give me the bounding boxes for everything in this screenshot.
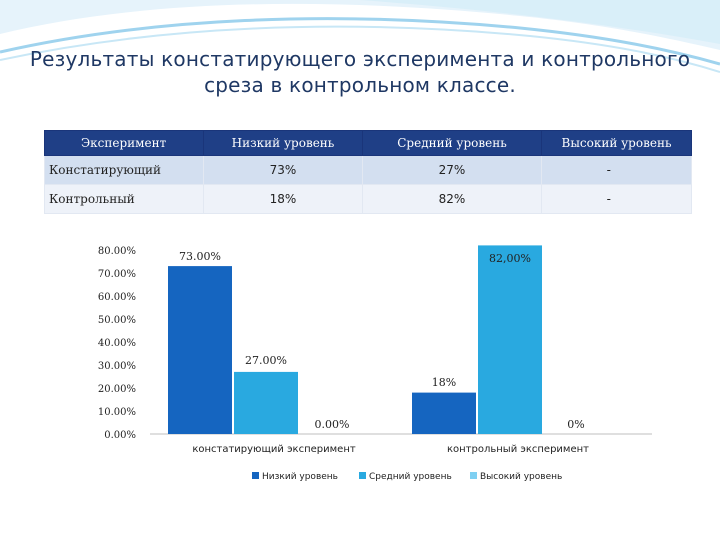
y-tick-label: 60.00% bbox=[98, 292, 136, 303]
y-tick-label: 30.00% bbox=[98, 361, 136, 372]
data-label: 18% bbox=[432, 376, 456, 389]
table-row: Констатирующий 73% 27% - bbox=[44, 155, 692, 185]
x-category-label: констатирующий эксперимент bbox=[192, 444, 356, 455]
y-tick-label: 10.00% bbox=[98, 407, 136, 418]
bar bbox=[412, 392, 476, 434]
table-cell: Констатирующий bbox=[44, 155, 204, 185]
table-cell: 27% bbox=[362, 155, 542, 185]
y-tick-label: 80.00% bbox=[98, 246, 136, 257]
data-label: 0.00% bbox=[315, 418, 350, 431]
header-high-level: Высокий уровень bbox=[541, 130, 692, 156]
bar bbox=[478, 245, 542, 434]
table-row: Контрольный 18% 82% - bbox=[44, 184, 692, 214]
table-cell: Контрольный bbox=[44, 184, 204, 214]
y-tick-label: 0.00% bbox=[104, 430, 136, 441]
bar bbox=[234, 371, 298, 434]
table-cell: 82% bbox=[362, 184, 542, 214]
slide-title-line-2: среза в контрольном классе. bbox=[204, 73, 516, 97]
legend-swatch bbox=[470, 472, 477, 479]
y-tick-label: 20.00% bbox=[98, 384, 136, 395]
y-tick-label: 70.00% bbox=[98, 269, 136, 280]
y-tick-label: 40.00% bbox=[98, 338, 136, 349]
table-cell: 18% bbox=[203, 184, 363, 214]
bar bbox=[168, 266, 232, 434]
legend-label: Низкий уровень bbox=[262, 472, 338, 482]
table-cell: 73% bbox=[203, 155, 363, 185]
slide-decoration bbox=[0, 0, 720, 73]
legend-label: Средний уровень bbox=[369, 472, 452, 482]
legend-swatch bbox=[252, 472, 259, 479]
data-label: 73.00% bbox=[179, 250, 221, 263]
data-label: 82,00% bbox=[489, 252, 531, 265]
table-cell: - bbox=[541, 155, 692, 185]
table-cell: - bbox=[541, 184, 692, 214]
results-table: Эксперимент Низкий уровень Средний урове… bbox=[44, 130, 692, 214]
legend-label: Высокий уровень bbox=[480, 472, 562, 482]
slide-title: Результаты констатирующего эксперимента … bbox=[20, 46, 700, 98]
data-label: 27.00% bbox=[245, 354, 287, 367]
legend-swatch bbox=[359, 472, 366, 479]
y-tick-label: 50.00% bbox=[98, 315, 136, 326]
header-low-level: Низкий уровень bbox=[203, 130, 363, 156]
slide-title-line-1: Результаты констатирующего эксперимента … bbox=[29, 47, 691, 71]
data-label: 0% bbox=[567, 418, 584, 431]
x-category-label: контрольный эксперимент bbox=[447, 444, 589, 455]
